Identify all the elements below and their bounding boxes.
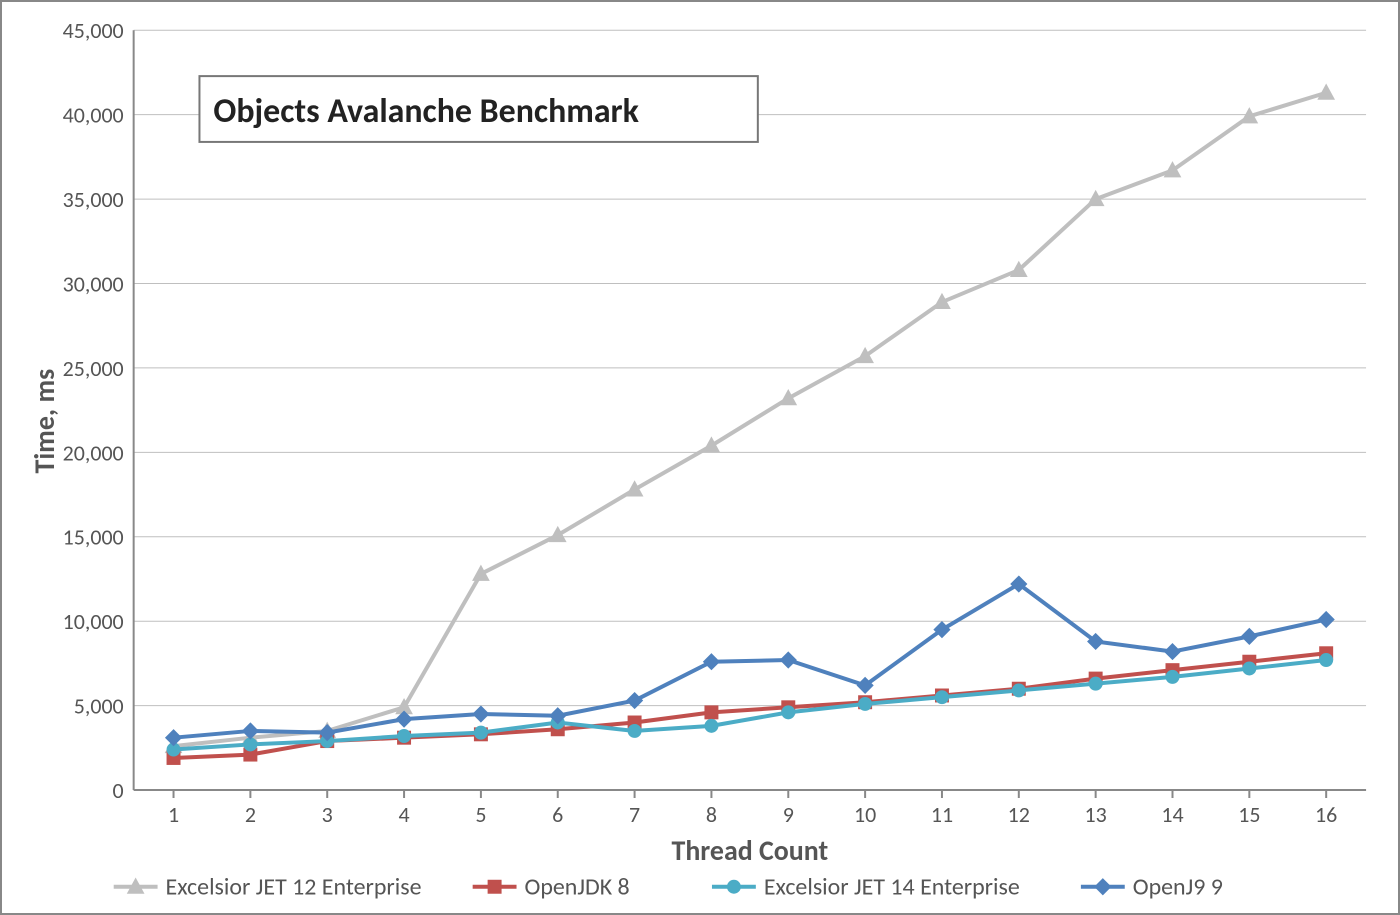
y-tick-label: 20,000: [63, 439, 124, 466]
legend-item: OpenJDK 8: [473, 873, 630, 902]
plot-area: 0 5,000 10,000 15,000 20,000 25,000 30,000 35,0…: [63, 17, 1366, 828]
y-tick-label: 0: [113, 777, 124, 804]
y-tick-label: 45,000: [63, 17, 124, 44]
x-tick-label: 13: [1085, 801, 1107, 828]
chart-svg: 0 5,000 10,000 15,000 20,000 25,000 30,000 35,0…: [14, 12, 1386, 905]
legend: Excelsior JET 12 Enterprise OpenJDK 8 Exce…: [114, 873, 1223, 902]
x-axis-title: Thread Count: [672, 834, 829, 868]
x-tick-label: 12: [1008, 801, 1030, 828]
x-tick-label: 16: [1315, 801, 1337, 828]
y-tick-label: 40,000: [63, 102, 124, 129]
legend-item: Excelsior JET 12 Enterprise: [114, 873, 422, 902]
y-axis-title: Time, ms: [28, 369, 62, 474]
x-tick-label: 6: [552, 801, 563, 828]
x-tick-label: 11: [931, 801, 953, 828]
y-tick-label: 30,000: [63, 270, 124, 297]
legend-item: Excelsior JET 14 Enterprise: [712, 873, 1020, 902]
legend-label: Excelsior JET 14 Enterprise: [764, 873, 1020, 902]
x-tick-label: 9: [783, 801, 794, 828]
x-ticks: 12345678910111213141516: [168, 790, 1337, 828]
y-tick-label: 15,000: [63, 524, 124, 551]
y-tick-label: 25,000: [63, 355, 124, 382]
x-tick-label: 7: [629, 801, 640, 828]
legend-label: Excelsior JET 12 Enterprise: [166, 873, 422, 902]
x-tick-label: 5: [475, 801, 486, 828]
series-group: [166, 86, 1333, 764]
y-tick-label: 35,000: [63, 186, 124, 213]
x-tick-label: 1: [168, 801, 179, 828]
x-tick-label: 14: [1161, 801, 1183, 828]
x-tick-label: 10: [854, 801, 876, 828]
legend-item: OpenJ9 9: [1081, 873, 1223, 902]
series: [168, 654, 1333, 755]
x-tick-label: 3: [322, 801, 333, 828]
legend-label: OpenJ9 9: [1133, 873, 1223, 902]
x-tick-label: 15: [1238, 801, 1260, 828]
series-line: [174, 584, 1327, 738]
series: [166, 86, 1333, 753]
y-tick-label: 5,000: [74, 693, 124, 720]
x-tick-label: 2: [245, 801, 256, 828]
chart-title: Objects Avalanche Benchmark: [213, 91, 639, 132]
x-tick-label: 4: [399, 801, 410, 828]
x-tick-label: 8: [706, 801, 717, 828]
y-tick-label: 10,000: [63, 608, 124, 635]
chart-container: 0 5,000 10,000 15,000 20,000 25,000 30,000 35,0…: [14, 12, 1386, 905]
chart-frame: 0 5,000 10,000 15,000 20,000 25,000 30,000 35,0…: [0, 0, 1400, 915]
legend-label: OpenJDK 8: [525, 873, 630, 902]
